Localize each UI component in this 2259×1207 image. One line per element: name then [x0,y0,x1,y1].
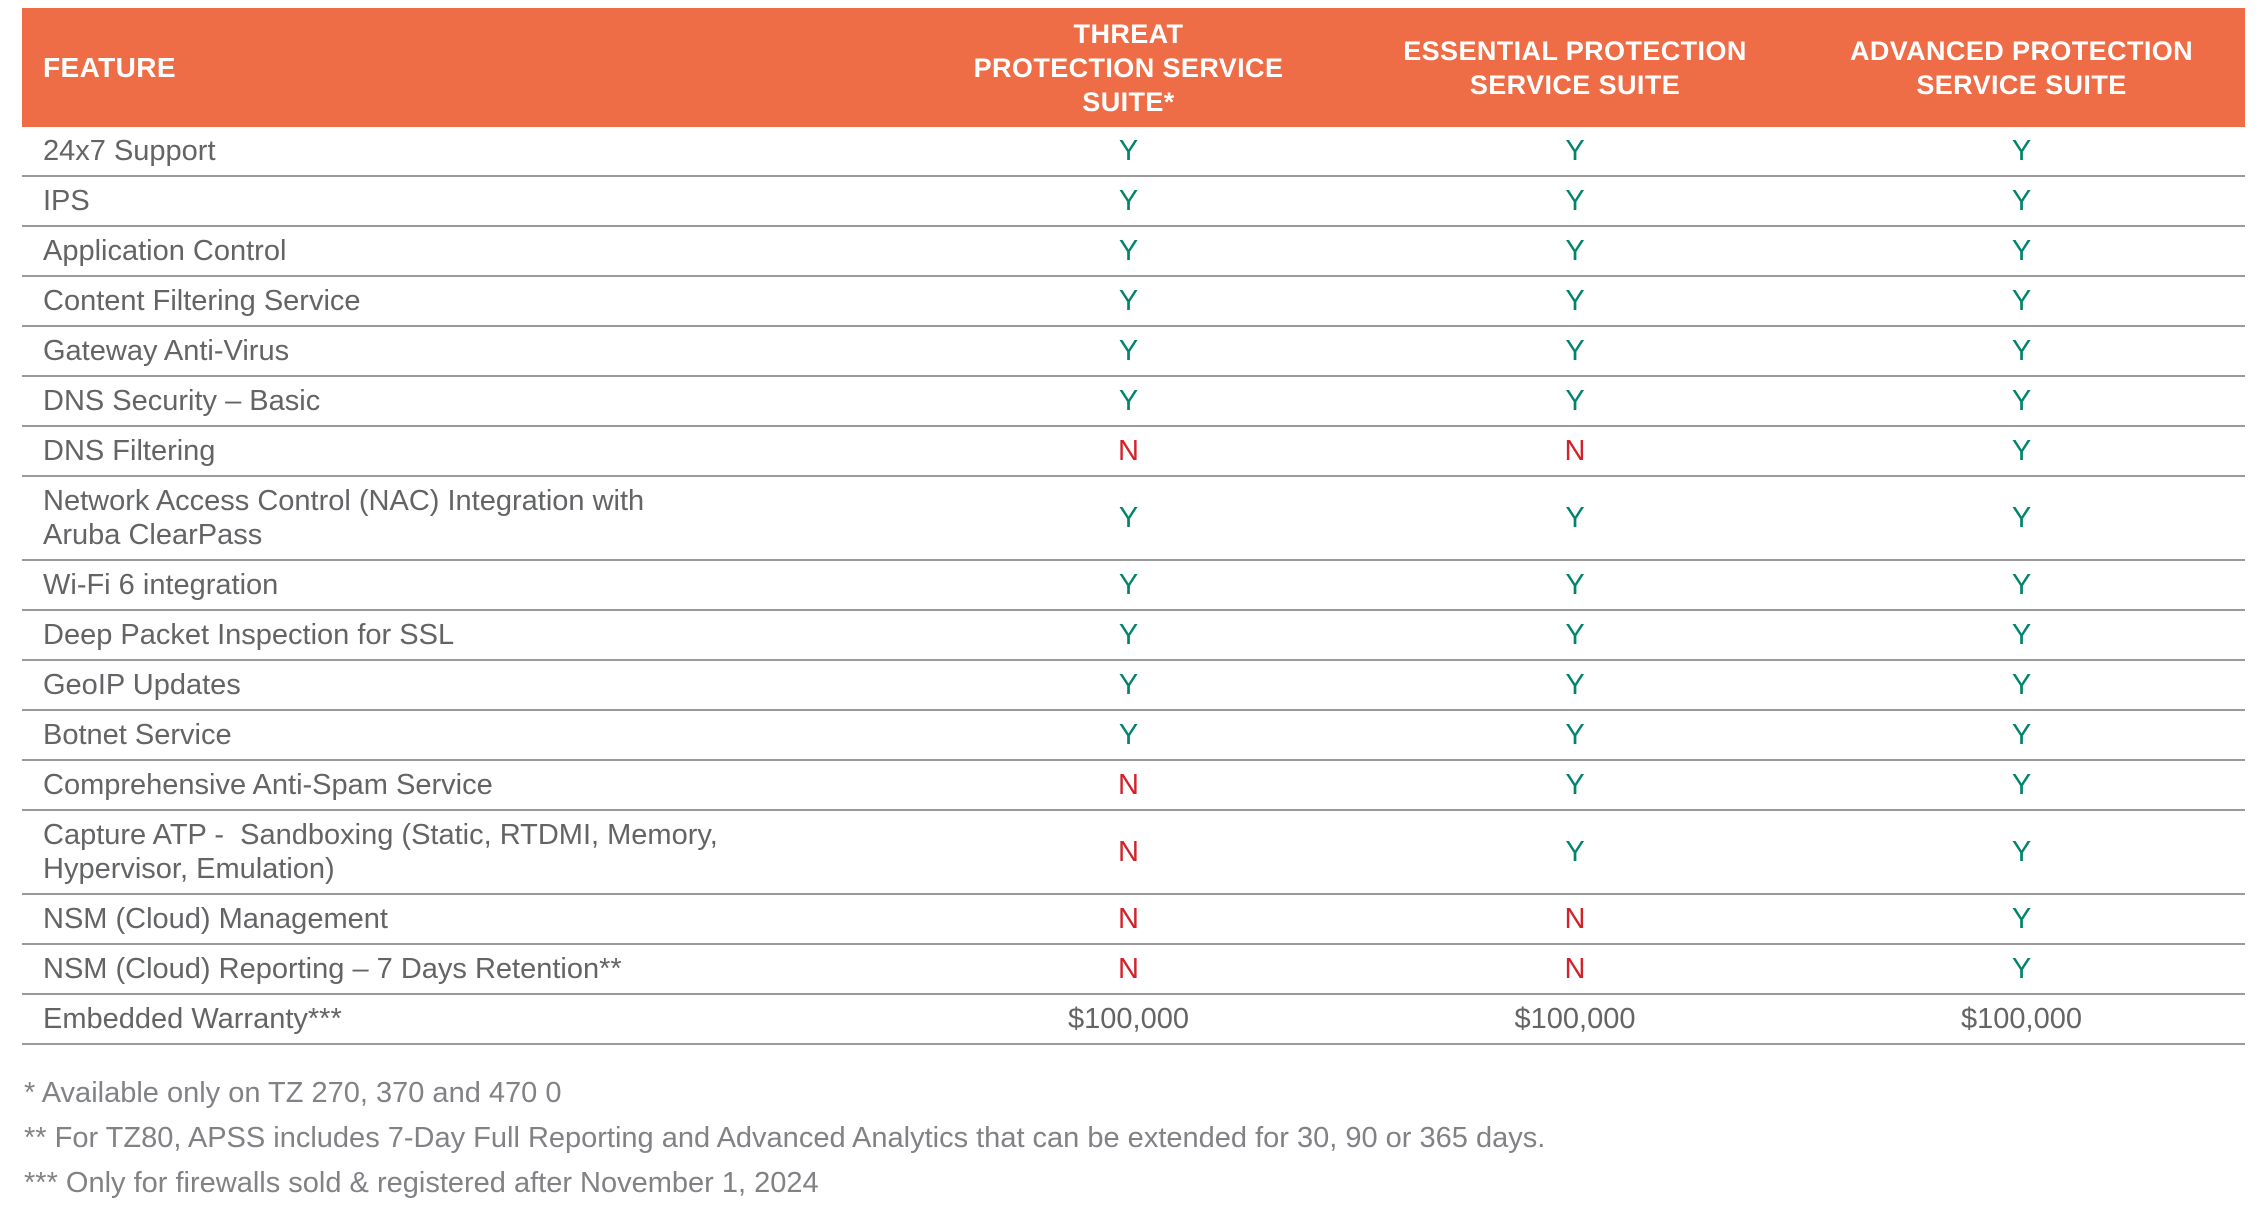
cell-value: $100,000 [1798,994,2245,1045]
cell-value: Y [1798,894,2245,945]
cell-value: Y [1798,276,2245,327]
cell-value: $100,000 [1352,994,1798,1045]
feature-cell: Deep Packet Inspection for SSL [22,610,905,661]
feature-cell: Capture ATP - Sandboxing (Static, RTDMI,… [22,810,905,895]
footnote: ** For TZ80, APSS includes 7-Day Full Re… [24,1122,1546,1154]
cell-value: N [1352,944,1798,995]
feature-cell: Embedded Warranty*** [22,994,905,1045]
feature-cell: GeoIP Updates [22,660,905,711]
cell-value: Y [1798,226,2245,277]
footnotes: * Available only on TZ 270, 370 and 470 … [22,1071,2245,1206]
cell-value: Y [905,660,1352,711]
feature-cell: DNS Security – Basic [22,376,905,427]
cell-value: Y [1352,610,1798,661]
table-row: IPS Y Y Y [22,176,2245,227]
feature-cell: IPS [22,176,905,227]
cell-value: Y [905,610,1352,661]
cell-value: Y [1798,560,2245,611]
cell-value: Y [1352,127,1798,177]
feature-cell: Comprehensive Anti-Spam Service [22,760,905,811]
cell-value: Y [905,226,1352,277]
column-header-advanced-protection: ADVANCED PROTECTION SERVICE SUITE [1798,8,2245,127]
cell-value: Y [1798,710,2245,761]
cell-value: Y [1798,610,2245,661]
table-row: Botnet Service Y Y Y [22,710,2245,761]
cell-value: Y [1352,710,1798,761]
table-row: DNS Filtering N N Y [22,426,2245,477]
column-header-threat-protection: THREAT PROTECTION SERVICE SUITE* [905,8,1352,127]
footnote: * Available only on TZ 270, 370 and 470 … [24,1077,562,1109]
feature-cell: Gateway Anti-Virus [22,326,905,377]
table-row: Deep Packet Inspection for SSL Y Y Y [22,610,2245,661]
table-row: NSM (Cloud) Reporting – 7 Days Retention… [22,944,2245,995]
feature-cell: Application Control [22,226,905,277]
table-row: Capture ATP - Sandboxing (Static, RTDMI,… [22,810,2245,895]
cell-value: Y [905,276,1352,327]
cell-value: Y [1798,376,2245,427]
cell-value: N [905,426,1352,477]
cell-value: Y [1352,226,1798,277]
column-header-essential-protection: ESSENTIAL PROTECTION SERVICE SUITE [1352,8,1798,127]
cell-value: Y [905,127,1352,177]
column-header-feature: FEATURE [22,8,905,127]
table-row: GeoIP Updates Y Y Y [22,660,2245,711]
table-row: 24x7 Support Y Y Y [22,127,2245,177]
feature-cell: DNS Filtering [22,426,905,477]
cell-value: Y [1798,476,2245,561]
cell-value: Y [1798,944,2245,995]
cell-value: Y [1352,176,1798,227]
table-row: Wi-Fi 6 integration Y Y Y [22,560,2245,611]
cell-value: N [1352,426,1798,477]
feature-cell: NSM (Cloud) Reporting – 7 Days Retention… [22,944,905,995]
cell-value: Y [905,560,1352,611]
feature-cell: Botnet Service [22,710,905,761]
cell-value: Y [1352,660,1798,711]
table-row: DNS Security – Basic Y Y Y [22,376,2245,427]
table-row: NSM (Cloud) Management N N Y [22,894,2245,945]
cell-value: Y [1352,560,1798,611]
cell-value: Y [1798,326,2245,377]
table-row: Comprehensive Anti-Spam Service N Y Y [22,760,2245,811]
cell-value: Y [905,476,1352,561]
cell-value: Y [905,176,1352,227]
cell-value: Y [1352,760,1798,811]
cell-value: N [905,944,1352,995]
table-header: FEATURE THREAT PROTECTION SERVICE SUITE*… [22,8,2245,127]
table-row: Application Control Y Y Y [22,226,2245,277]
cell-value: Y [1798,660,2245,711]
footnote: *** Only for firewalls sold & registered… [24,1167,819,1199]
cell-value: Y [1352,810,1798,895]
cell-value: Y [905,376,1352,427]
feature-cell: Wi-Fi 6 integration [22,560,905,611]
feature-cell: 24x7 Support [22,127,905,177]
table-row: Network Access Control (NAC) Integration… [22,476,2245,561]
cell-value: Y [1352,376,1798,427]
table-row: Embedded Warranty*** $100,000 $100,000 $… [22,994,2245,1045]
feature-cell: Content Filtering Service [22,276,905,327]
cell-value: Y [1798,176,2245,227]
feature-comparison-table: FEATURE THREAT PROTECTION SERVICE SUITE*… [22,8,2245,1045]
feature-cell: Network Access Control (NAC) Integration… [22,476,905,561]
cell-value: Y [1798,426,2245,477]
cell-value: Y [1352,276,1798,327]
cell-value: $100,000 [905,994,1352,1045]
table-row: Content Filtering Service Y Y Y [22,276,2245,327]
cell-value: Y [1798,127,2245,177]
table-body: 24x7 Support Y Y Y IPS Y Y Y Application… [22,127,2245,1045]
cell-value: Y [1352,476,1798,561]
cell-value: N [905,894,1352,945]
cell-value: Y [1798,810,2245,895]
cell-value: N [905,810,1352,895]
header-row: FEATURE THREAT PROTECTION SERVICE SUITE*… [22,8,2245,127]
cell-value: Y [905,710,1352,761]
cell-value: N [1352,894,1798,945]
table-row: Gateway Anti-Virus Y Y Y [22,326,2245,377]
cell-value: Y [905,326,1352,377]
cell-value: Y [1352,326,1798,377]
feature-cell: NSM (Cloud) Management [22,894,905,945]
cell-value: Y [1798,760,2245,811]
cell-value: N [905,760,1352,811]
